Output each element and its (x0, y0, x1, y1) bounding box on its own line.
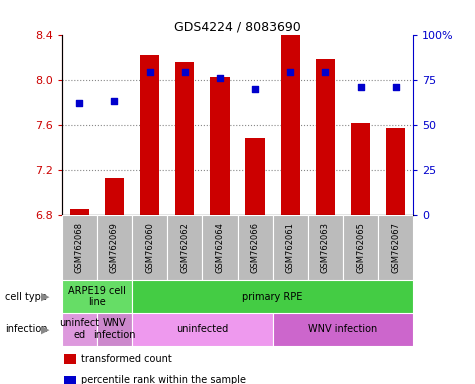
Point (392, 84, 399, 90)
Text: ▶: ▶ (41, 324, 49, 334)
Bar (281, 35, 300, 215)
Point (216, 75, 224, 81)
Text: percentile rank within the sample: percentile rank within the sample (81, 375, 246, 384)
Bar (378, 215, 413, 280)
Bar (273, 313, 413, 346)
Bar (140, 55, 159, 215)
Bar (105, 178, 124, 215)
Text: GSM762060: GSM762060 (145, 222, 154, 273)
Bar (62, 280, 132, 313)
Text: GSM762065: GSM762065 (356, 222, 365, 273)
Point (357, 84, 364, 90)
Text: primary RPE: primary RPE (242, 291, 303, 302)
Bar (202, 215, 238, 280)
Text: ▶: ▶ (41, 291, 49, 302)
Bar (132, 280, 413, 313)
Point (111, 98, 118, 104)
Bar (132, 313, 273, 346)
Bar (62, 215, 97, 280)
Bar (386, 128, 405, 215)
Text: GSM762063: GSM762063 (321, 222, 330, 273)
Text: GSM762067: GSM762067 (391, 222, 400, 273)
Text: GSM762061: GSM762061 (286, 222, 294, 273)
Bar (238, 215, 273, 280)
Text: uninfected: uninfected (176, 324, 228, 334)
Text: cell type: cell type (5, 291, 47, 302)
Bar (308, 215, 343, 280)
Point (286, 70, 294, 76)
Bar (62, 313, 97, 346)
Text: infection: infection (5, 324, 47, 334)
Text: GSM762068: GSM762068 (75, 222, 84, 273)
Bar (175, 62, 194, 215)
Title: GDS4224 / 8083690: GDS4224 / 8083690 (174, 20, 301, 33)
Point (251, 86, 259, 92)
Text: WNV infection: WNV infection (308, 324, 378, 334)
Text: GSM762069: GSM762069 (110, 222, 119, 273)
Point (322, 70, 329, 76)
Bar (132, 215, 167, 280)
Bar (167, 215, 202, 280)
Text: WNV
infection: WNV infection (93, 318, 136, 340)
Point (146, 70, 153, 76)
Bar (351, 122, 370, 215)
Text: transformed count: transformed count (81, 354, 171, 364)
Bar (246, 138, 265, 215)
Bar (70, 209, 89, 215)
Bar (210, 78, 229, 215)
Text: GSM762066: GSM762066 (251, 222, 259, 273)
Bar (273, 215, 308, 280)
Bar (343, 215, 378, 280)
Text: uninfect
ed: uninfect ed (59, 318, 99, 340)
Point (76, 100, 83, 106)
Text: ARPE19 cell
line: ARPE19 cell line (68, 286, 126, 308)
Text: GSM762064: GSM762064 (216, 222, 224, 273)
Point (181, 70, 189, 76)
Text: GSM762062: GSM762062 (180, 222, 189, 273)
Bar (97, 313, 132, 346)
Bar (316, 60, 335, 215)
Bar (97, 215, 132, 280)
